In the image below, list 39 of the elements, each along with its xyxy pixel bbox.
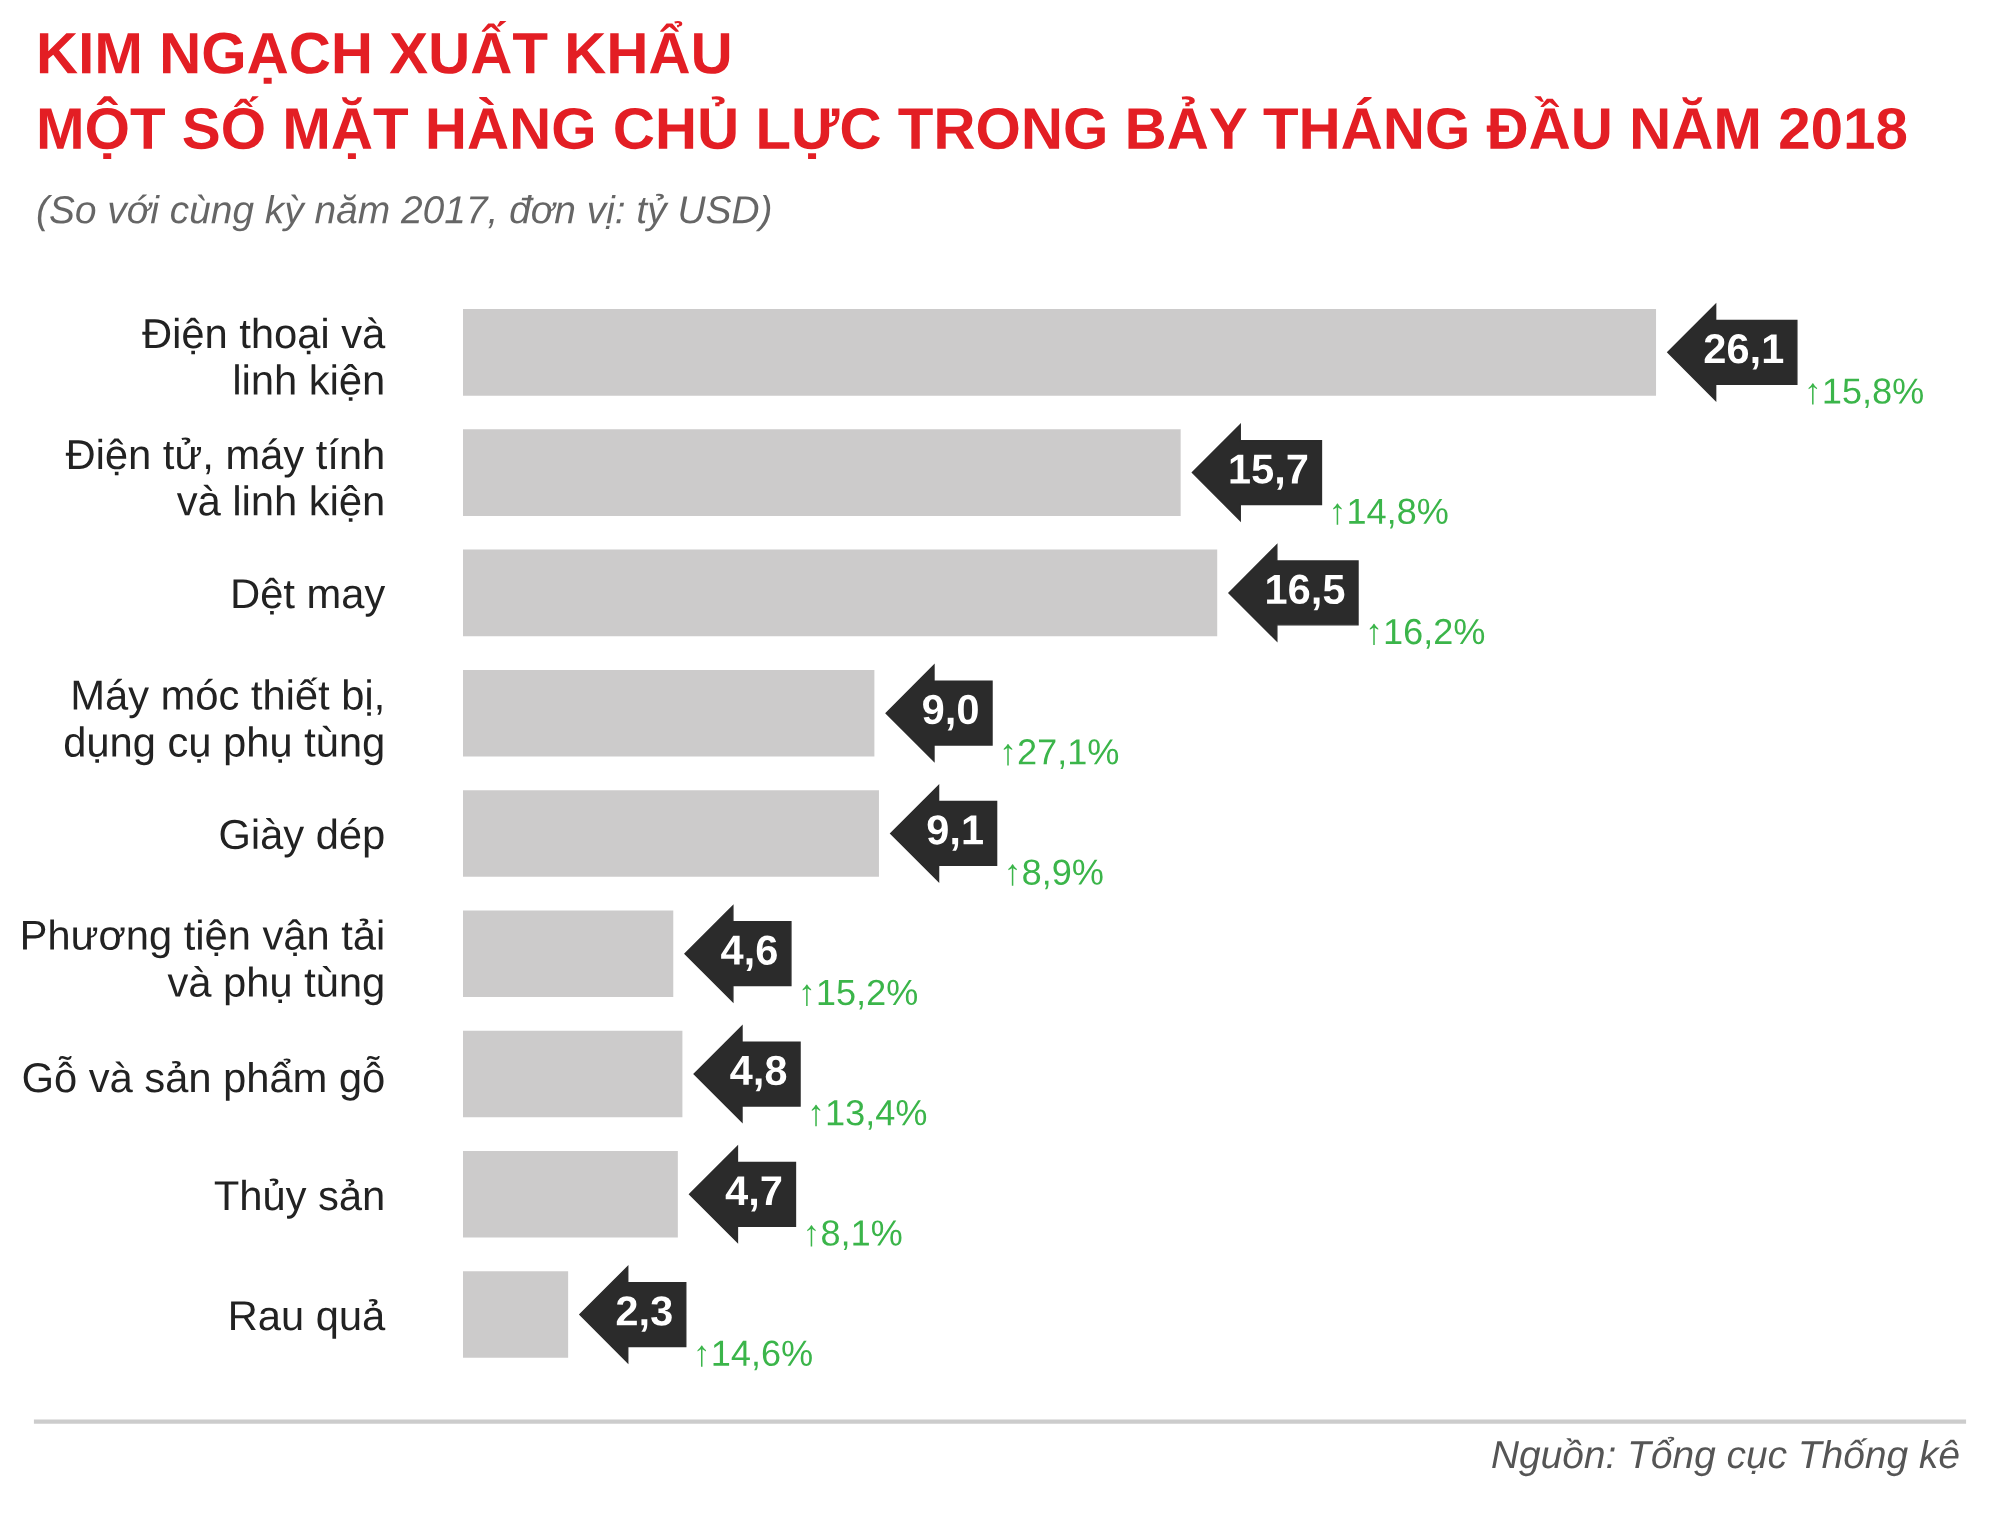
bar bbox=[463, 1030, 683, 1118]
annotation: ↑14,8% bbox=[1333, 498, 1448, 529]
chart-title: KIM NGẠCH XUẤT KHẨU MỘT SỐ MẶT HÀNG CHỦ LỰC TRONG BẢY THÁNG ĐẦU NĂM 2018 bbox=[39, 21, 1907, 160]
data-label: 9,1 bbox=[927, 815, 983, 851]
data-label: 4,8 bbox=[730, 1055, 787, 1092]
text: ↑15,8% bbox=[1808, 378, 1923, 409]
y-tick-label: Phương tiện vận tải và phụ tùng bbox=[23, 918, 383, 1006]
data-label: 16,5 bbox=[1267, 574, 1345, 611]
annotation: ↑8,1% bbox=[807, 1220, 902, 1251]
annotation: ↑16,2% bbox=[1369, 618, 1485, 649]
annotation: ↑14,6% bbox=[697, 1340, 812, 1371]
bar bbox=[463, 1271, 569, 1358]
y-tick-label: Điện tử, máy tính và linh kiện bbox=[65, 437, 383, 522]
annotation: ↑8,9% bbox=[1008, 859, 1103, 890]
y-tick-label: Thủy sản bbox=[214, 1178, 383, 1219]
data-label: 9,0 bbox=[923, 694, 978, 731]
annotation: ↑27,1% bbox=[1003, 739, 1119, 769]
y-tick-label: Điện thoại và linh kiện bbox=[142, 317, 386, 401]
bar bbox=[463, 1150, 678, 1238]
y-tick-label: Máy móc thiết bị, dụng cụ phụ tùng bbox=[64, 677, 383, 766]
data-label: 26,1 bbox=[1704, 334, 1784, 370]
y-tick-label: Rau quả bbox=[231, 1299, 386, 1339]
annotation: ↑13,4% bbox=[811, 1099, 927, 1130]
bar bbox=[463, 669, 875, 757]
bar bbox=[463, 549, 1218, 637]
y-tick-label: Dệt may bbox=[233, 577, 386, 617]
bar bbox=[463, 429, 1181, 516]
data-label: 4,7 bbox=[725, 1176, 782, 1212]
chart-subtitle: (So với cùng kỳ năm 2017, đơn vị: tỷ USD) bbox=[37, 193, 771, 232]
data-label: 4,6 bbox=[721, 935, 777, 971]
bar bbox=[463, 309, 1657, 396]
y-tick-label: Giày dép bbox=[220, 818, 384, 858]
data-label: 2,3 bbox=[616, 1296, 672, 1332]
bar bbox=[463, 910, 674, 998]
text: Nguồn: Tổng cục Thống kê bbox=[1492, 1436, 1959, 1477]
data-label: 15,7 bbox=[1230, 454, 1308, 490]
annotation: ↑15,2% bbox=[802, 979, 918, 1010]
bar bbox=[463, 790, 879, 877]
y-tick-label: Gỗ và sản phẩm gỗ bbox=[23, 1055, 384, 1101]
